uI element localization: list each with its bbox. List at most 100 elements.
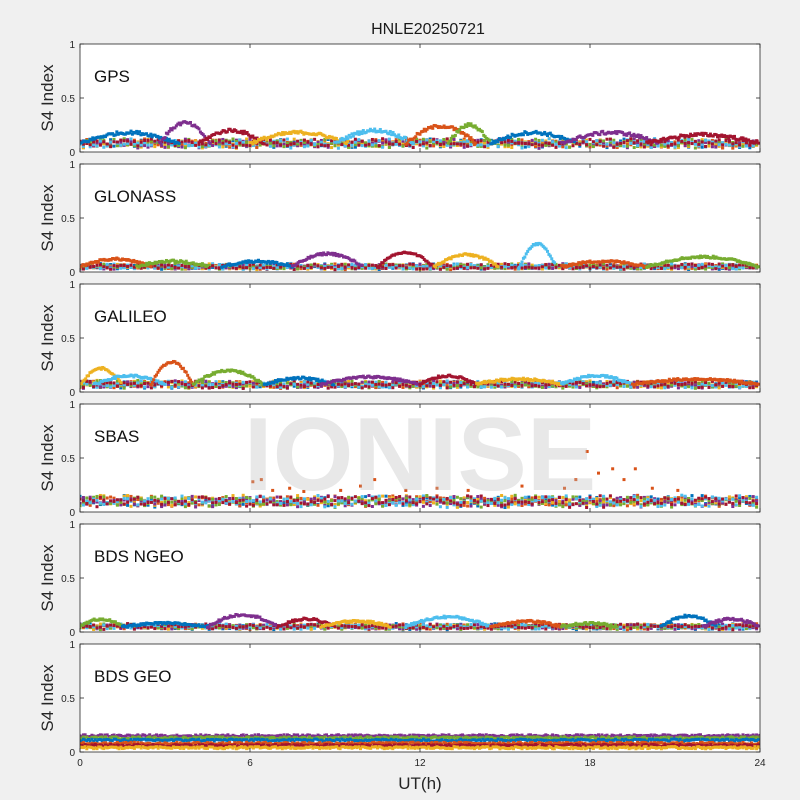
data-point <box>187 267 191 271</box>
data-point <box>197 127 201 131</box>
data-point <box>636 267 640 271</box>
data-point <box>136 132 140 136</box>
data-point <box>143 138 147 142</box>
data-point <box>690 138 694 142</box>
data-point <box>411 146 415 150</box>
data-point <box>353 259 357 263</box>
data-point <box>602 262 606 266</box>
data-point <box>466 122 470 126</box>
data-point <box>241 132 245 136</box>
data-point <box>598 141 602 145</box>
data-point <box>513 267 517 271</box>
data-point <box>224 384 228 388</box>
data-point <box>197 141 201 145</box>
data-point <box>102 145 106 149</box>
data-point <box>425 382 429 386</box>
data-point <box>530 263 534 267</box>
data-point <box>738 266 742 270</box>
data-point <box>206 264 209 268</box>
data-point <box>462 126 466 130</box>
data-point <box>540 140 544 144</box>
data-point <box>585 382 589 386</box>
data-point <box>255 146 259 150</box>
data-point <box>414 135 418 139</box>
data-point <box>255 385 259 389</box>
data-point <box>561 142 565 146</box>
data-point <box>319 138 323 142</box>
data-point <box>81 146 85 150</box>
data-point <box>170 143 174 147</box>
data-point <box>95 141 99 145</box>
data-point <box>585 138 589 142</box>
data-point <box>503 140 507 144</box>
data-point <box>245 384 249 388</box>
data-point <box>476 254 480 258</box>
data-point <box>353 143 357 147</box>
data-point <box>462 380 466 384</box>
data-point <box>612 264 616 268</box>
data-point <box>360 139 364 143</box>
data-point <box>183 144 187 148</box>
data-point <box>755 142 759 146</box>
data-point <box>632 266 636 270</box>
data-point <box>156 143 160 147</box>
data-point <box>585 380 589 384</box>
data-point <box>438 266 442 270</box>
data-point <box>622 267 626 271</box>
data-point <box>659 386 663 390</box>
data-point <box>364 380 368 384</box>
data-point <box>132 258 136 262</box>
data-point <box>153 266 157 270</box>
data-point <box>177 121 181 125</box>
data-point <box>183 142 187 146</box>
data-point <box>347 266 351 270</box>
data-point <box>689 132 693 136</box>
data-point <box>540 385 544 389</box>
data-point <box>122 142 126 146</box>
data-point <box>258 267 262 271</box>
data-point <box>166 145 170 149</box>
data-point <box>670 142 674 146</box>
data-point <box>578 263 582 267</box>
data-point <box>517 267 521 271</box>
data-point <box>506 143 510 147</box>
data-point <box>653 265 657 269</box>
data-point <box>510 266 514 270</box>
data-point <box>279 265 283 269</box>
data-point <box>506 141 510 145</box>
data-point <box>102 142 106 146</box>
data-point <box>364 382 368 386</box>
data-point <box>136 378 140 382</box>
data-point <box>190 140 194 144</box>
data-point <box>102 138 106 142</box>
data-point <box>565 137 569 141</box>
data-point <box>347 379 351 383</box>
data-point <box>153 145 157 149</box>
data-point <box>343 385 347 389</box>
data-point <box>258 138 262 142</box>
data-point <box>187 264 191 268</box>
data-point <box>615 132 619 136</box>
data-point <box>509 135 513 139</box>
data-point <box>653 267 657 271</box>
data-point <box>377 139 381 143</box>
data-point <box>697 144 701 148</box>
data-point <box>442 144 446 148</box>
data-point <box>206 138 209 142</box>
data-point <box>398 142 402 146</box>
data-point <box>513 141 517 145</box>
data-point <box>299 142 303 146</box>
data-point <box>238 380 242 384</box>
data-point <box>670 383 674 387</box>
data-point <box>326 265 330 269</box>
data-point <box>429 125 433 129</box>
data-point <box>214 384 218 388</box>
data-point <box>316 142 320 146</box>
data-point <box>309 265 313 269</box>
data-point <box>166 265 170 269</box>
data-point <box>503 143 507 147</box>
data-point <box>136 141 140 145</box>
data-point <box>275 265 279 269</box>
data-point <box>642 143 646 147</box>
data-point <box>132 263 136 267</box>
